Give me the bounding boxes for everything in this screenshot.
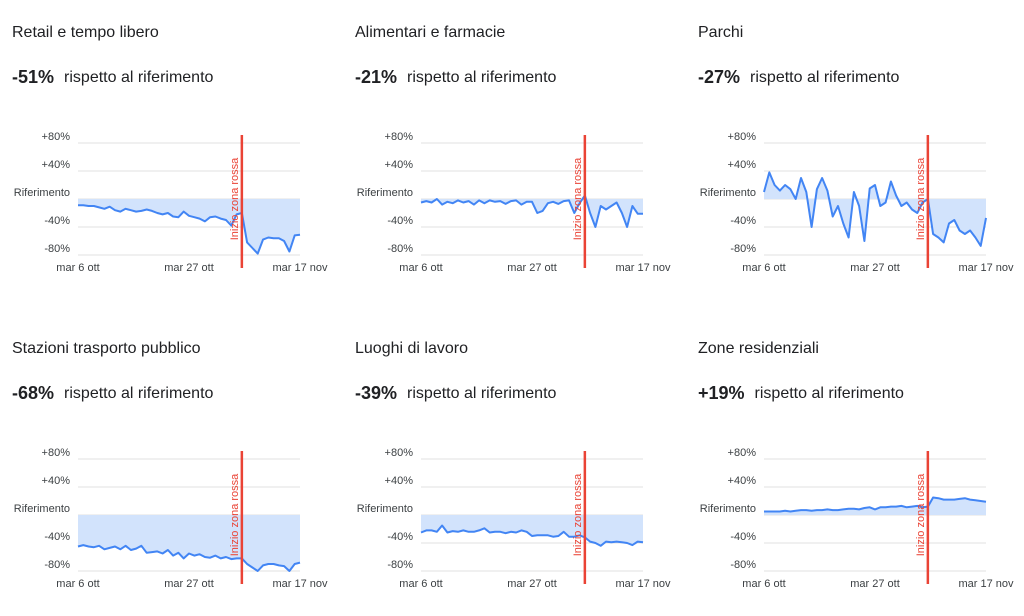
headline-suffix: rispetto al riferimento (407, 69, 556, 86)
y-tick-label: -40% (44, 215, 70, 227)
x-tick-label: mar 17 nov (958, 262, 1014, 274)
y-tick-label: +40% (728, 159, 757, 171)
headline-value: -51% (12, 67, 54, 87)
annotation-label: Inizio zona rossa (572, 473, 584, 556)
x-tick-label: mar 17 nov (272, 578, 328, 590)
headline: -68% rispetto al riferimento (12, 383, 214, 403)
line (763, 171, 987, 247)
y-tick-label: +80% (728, 447, 757, 459)
headline-value: +19% (698, 383, 745, 403)
line (420, 524, 644, 547)
y-tick-label: +40% (385, 475, 414, 487)
chart-title: Parchi (698, 24, 743, 41)
y-tick-label: +80% (42, 131, 71, 143)
x-tick-label: mar 17 nov (272, 262, 328, 274)
y-tick-label: -40% (730, 215, 756, 227)
headline-value: -21% (355, 67, 397, 87)
headline: -27% rispetto al riferimento (698, 67, 900, 87)
chart-title: Retail e tempo libero (12, 24, 159, 41)
y-tick-label: +40% (42, 159, 71, 171)
x-tick-label: mar 6 ott (399, 578, 442, 590)
area (78, 199, 300, 254)
x-tick-label: mar 6 ott (56, 262, 99, 274)
chart-title: Luoghi di lavoro (355, 340, 468, 357)
annotation-label: Inizio zona rossa (915, 473, 927, 556)
y-tick-label: Riferimento (700, 503, 756, 515)
x-tick-label: mar 27 ott (850, 578, 900, 590)
x-tick-label: mar 6 ott (742, 578, 785, 590)
y-tick-label: +80% (385, 131, 414, 143)
x-tick-label: mar 27 ott (850, 262, 900, 274)
area (78, 515, 300, 571)
headline-suffix: rispetto al riferimento (755, 385, 904, 402)
headline-suffix: rispetto al riferimento (64, 385, 213, 402)
y-tick-label: -40% (44, 531, 70, 543)
x-tick-label: mar 17 nov (615, 578, 671, 590)
y-tick-label: Riferimento (14, 503, 70, 515)
annotation-label: Inizio zona rossa (229, 157, 241, 240)
annotation-label: Inizio zona rossa (572, 157, 584, 240)
x-tick-label: mar 17 nov (958, 578, 1014, 590)
line (77, 544, 301, 572)
y-tick-label: +80% (42, 447, 71, 459)
line (78, 204, 301, 255)
annotation-label: Inizio zona rossa (915, 157, 927, 240)
headline-suffix: rispetto al riferimento (407, 385, 556, 402)
line (420, 194, 643, 228)
y-tick-label: -40% (387, 215, 413, 227)
y-tick-label: -80% (44, 559, 70, 571)
annotation-label: Inizio zona rossa (229, 473, 241, 556)
y-tick-label: +40% (42, 475, 71, 487)
area (764, 172, 986, 246)
x-tick-label: mar 6 ott (742, 262, 785, 274)
area (421, 195, 643, 227)
headline-value: -27% (698, 67, 740, 87)
x-tick-label: mar 27 ott (507, 262, 557, 274)
headline: -21% rispetto al riferimento (355, 67, 557, 87)
y-tick-label: -40% (730, 531, 756, 543)
headline: -39% rispetto al riferimento (355, 383, 557, 403)
y-tick-label: Riferimento (700, 187, 756, 199)
chart-title: Stazioni trasporto pubblico (12, 340, 201, 357)
headline-value: -39% (355, 383, 397, 403)
y-tick-label: -80% (730, 559, 756, 571)
y-tick-label: Riferimento (357, 503, 413, 515)
x-tick-label: mar 17 nov (615, 262, 671, 274)
headline-suffix: rispetto al riferimento (750, 69, 899, 86)
headline-value: -68% (12, 383, 54, 403)
x-tick-label: mar 6 ott (56, 578, 99, 590)
x-tick-label: mar 27 ott (507, 578, 557, 590)
area (421, 515, 643, 546)
y-tick-label: +40% (728, 475, 757, 487)
y-tick-label: +80% (728, 131, 757, 143)
y-tick-label: Riferimento (14, 187, 70, 199)
y-tick-label: -80% (387, 559, 413, 571)
x-tick-label: mar 27 ott (164, 578, 214, 590)
y-tick-label: -40% (387, 531, 413, 543)
headline: -51% rispetto al riferimento (12, 67, 214, 87)
y-tick-label: +80% (385, 447, 414, 459)
chart-title: Alimentari e farmacie (355, 24, 505, 41)
headline: +19% rispetto al riferimento (698, 383, 904, 403)
y-tick-label: -80% (730, 243, 756, 255)
y-tick-label: Riferimento (357, 187, 413, 199)
y-tick-label: +40% (385, 159, 414, 171)
chart-title: Zone residenziali (698, 340, 819, 357)
y-tick-label: -80% (44, 243, 70, 255)
x-tick-label: mar 27 ott (164, 262, 214, 274)
x-tick-label: mar 6 ott (399, 262, 442, 274)
headline-suffix: rispetto al riferimento (64, 69, 213, 86)
line (764, 496, 987, 513)
y-tick-label: -80% (387, 243, 413, 255)
